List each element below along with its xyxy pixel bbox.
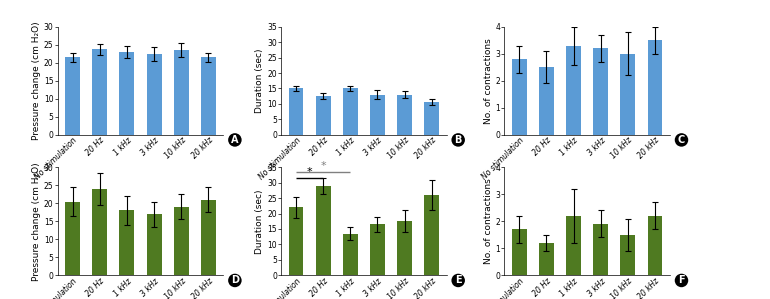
Bar bbox=[648, 216, 662, 275]
Bar bbox=[593, 48, 608, 135]
Y-axis label: Duration (sec): Duration (sec) bbox=[256, 48, 264, 113]
Bar bbox=[65, 57, 80, 135]
Bar bbox=[289, 208, 303, 275]
Bar bbox=[119, 210, 135, 275]
Bar bbox=[621, 54, 635, 135]
Bar bbox=[201, 57, 216, 135]
Bar bbox=[146, 214, 162, 275]
Text: *: * bbox=[320, 161, 326, 170]
Bar bbox=[512, 229, 527, 275]
Bar bbox=[92, 189, 107, 275]
Bar bbox=[512, 59, 527, 135]
Bar bbox=[424, 102, 439, 135]
Text: *: * bbox=[306, 167, 313, 177]
Bar bbox=[397, 221, 412, 275]
Text: E: E bbox=[455, 275, 461, 286]
Bar bbox=[289, 89, 303, 135]
Y-axis label: No. of contractions: No. of contractions bbox=[484, 179, 493, 264]
Bar bbox=[539, 243, 554, 275]
Text: D: D bbox=[231, 275, 239, 286]
Bar bbox=[370, 94, 385, 135]
Text: F: F bbox=[678, 275, 685, 286]
Bar bbox=[621, 235, 635, 275]
Bar bbox=[593, 224, 608, 275]
Bar bbox=[174, 207, 189, 275]
Text: B: B bbox=[454, 135, 462, 145]
Y-axis label: No. of contractions: No. of contractions bbox=[484, 38, 493, 123]
Bar bbox=[119, 52, 135, 135]
Y-axis label: Pressure change (cm H₂O): Pressure change (cm H₂O) bbox=[32, 162, 41, 280]
Bar bbox=[343, 89, 358, 135]
Text: C: C bbox=[678, 135, 685, 145]
Bar bbox=[648, 40, 662, 135]
Text: A: A bbox=[231, 135, 239, 145]
Bar bbox=[65, 202, 80, 275]
Bar bbox=[174, 50, 189, 135]
Bar bbox=[201, 200, 216, 275]
Bar bbox=[539, 67, 554, 135]
Bar bbox=[424, 195, 439, 275]
Y-axis label: Duration (sec): Duration (sec) bbox=[256, 189, 264, 254]
Bar bbox=[566, 216, 581, 275]
Bar bbox=[92, 49, 107, 135]
Y-axis label: Pressure change (cm H₂O): Pressure change (cm H₂O) bbox=[32, 22, 41, 140]
Bar bbox=[316, 186, 330, 275]
Bar bbox=[343, 234, 358, 275]
Bar bbox=[397, 94, 412, 135]
Bar bbox=[146, 54, 162, 135]
Bar bbox=[316, 96, 330, 135]
Bar bbox=[566, 46, 581, 135]
Bar bbox=[370, 224, 385, 275]
